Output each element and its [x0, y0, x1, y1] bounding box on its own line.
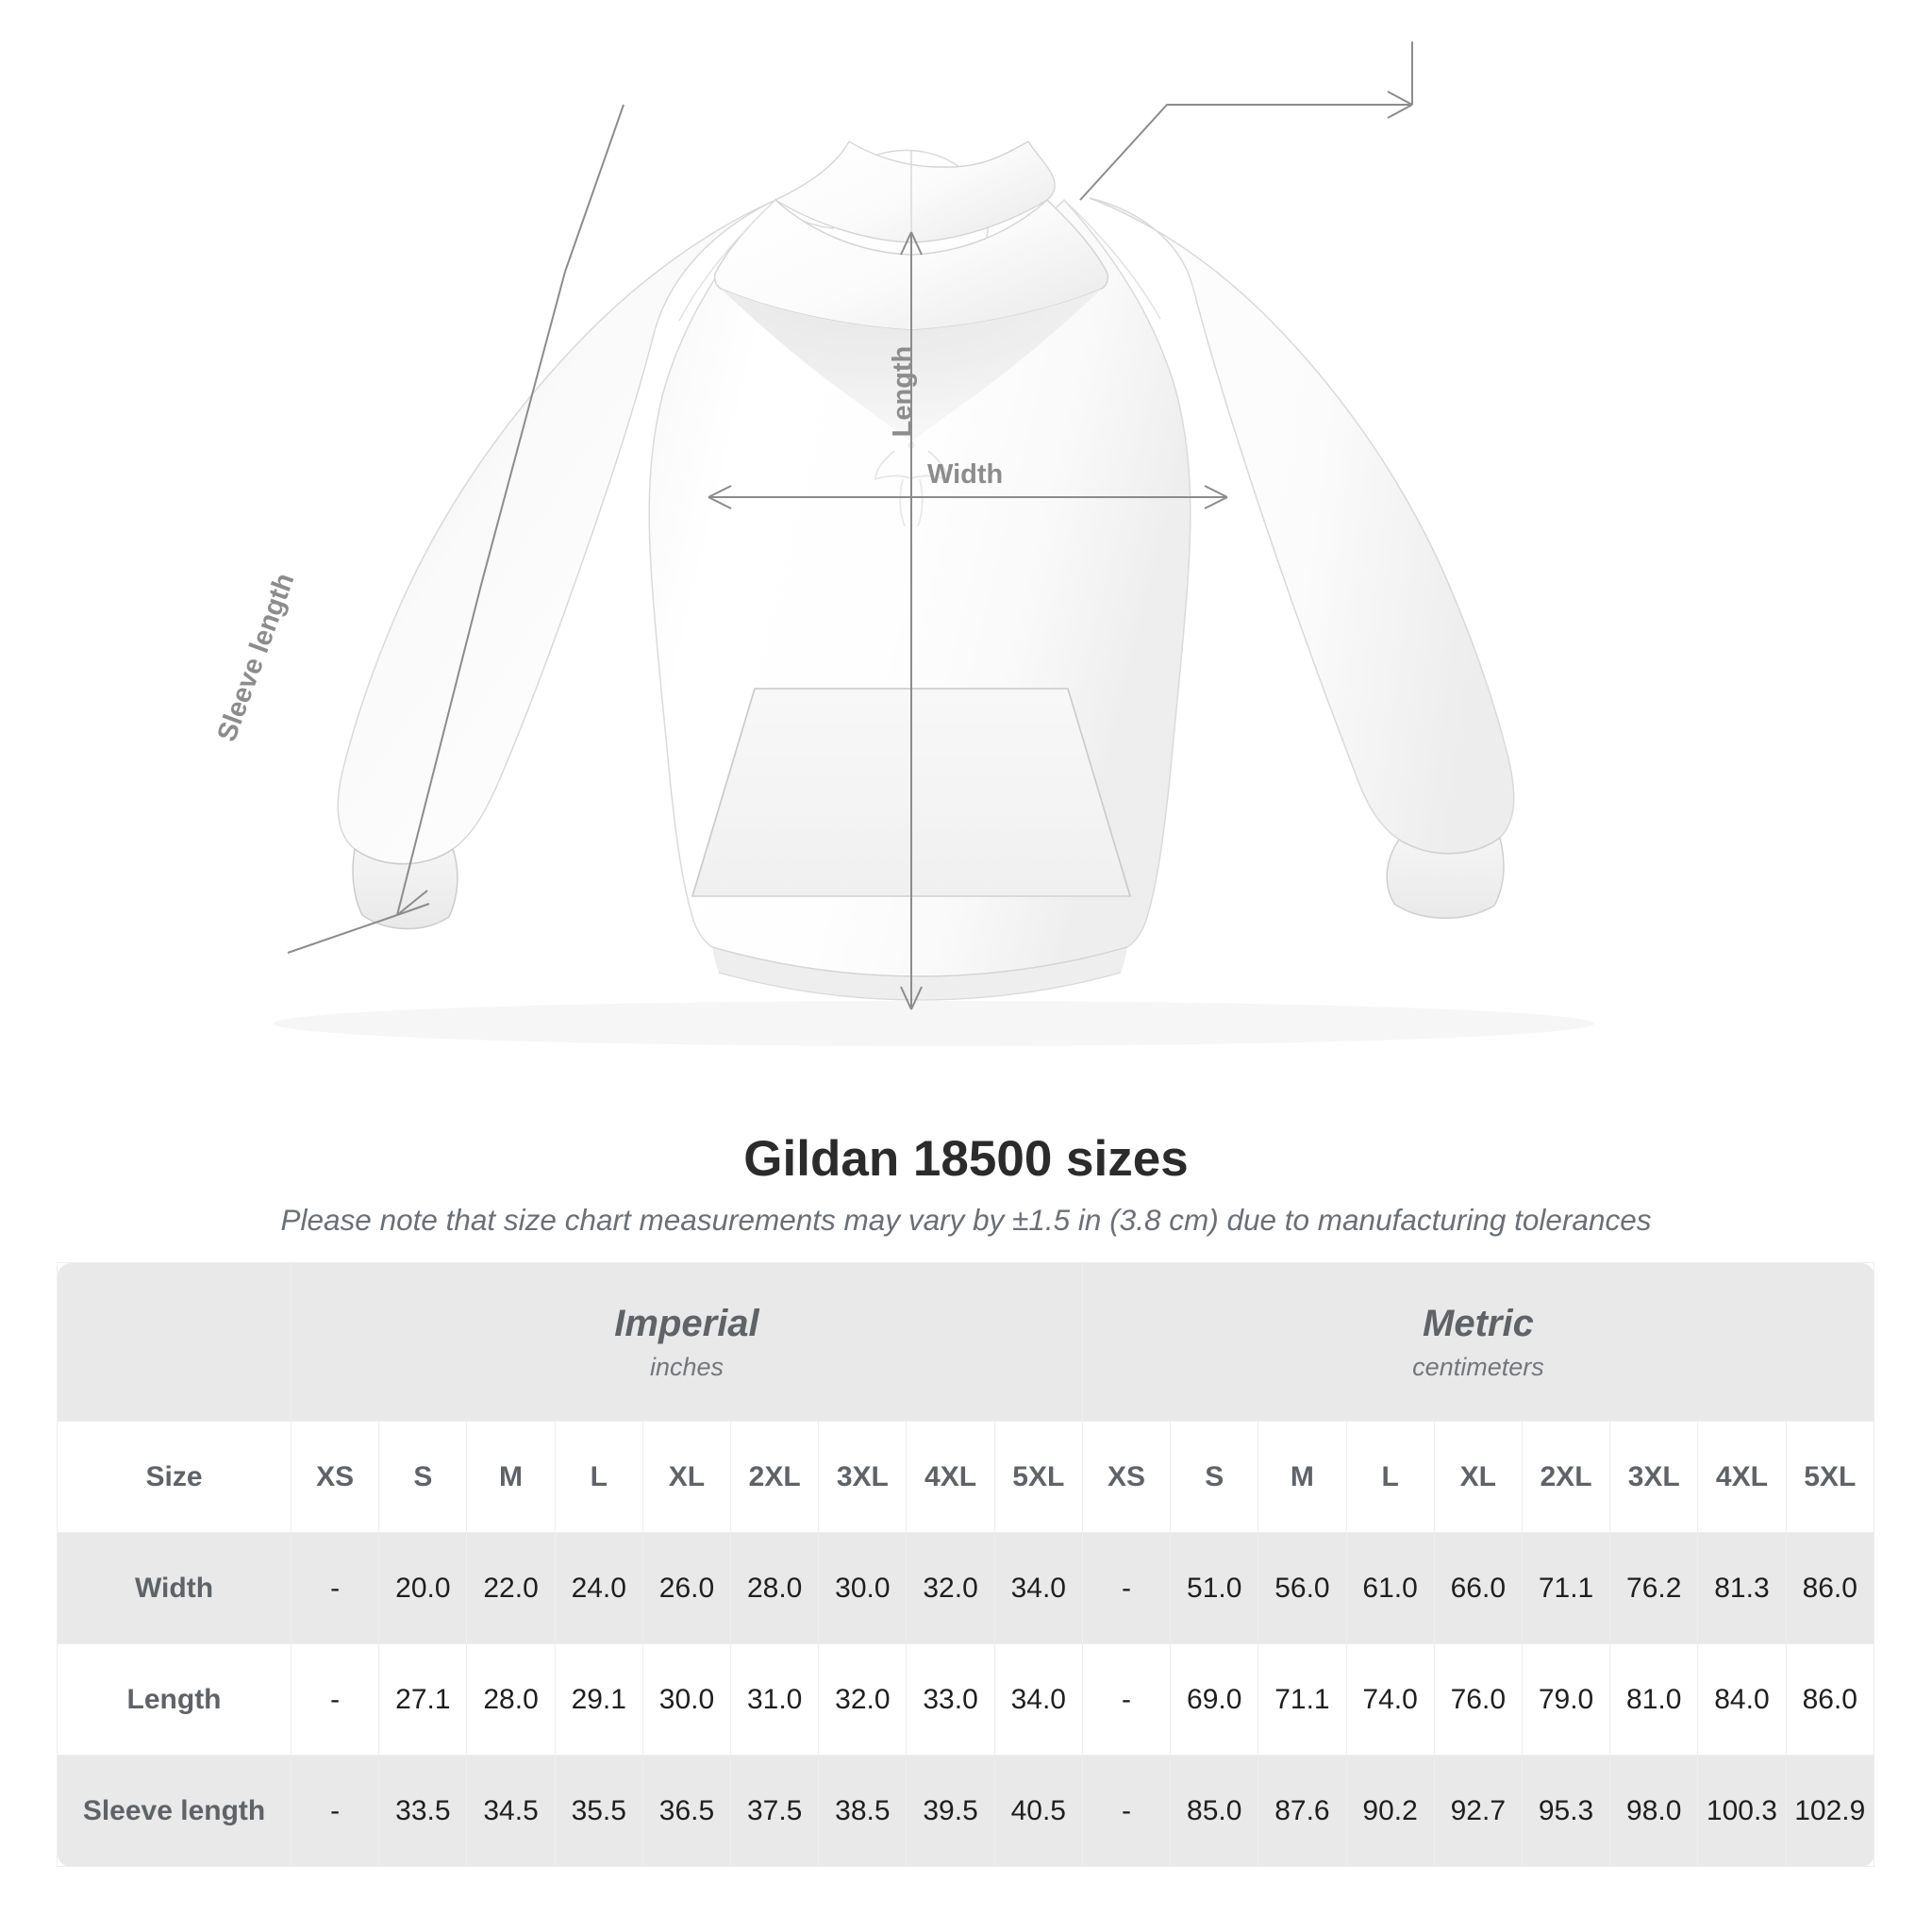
svg-text:Sleeve length: Sleeve length — [212, 570, 301, 746]
svg-text:Width: Width — [927, 459, 1003, 490]
svg-text:Length: Length — [888, 346, 918, 438]
